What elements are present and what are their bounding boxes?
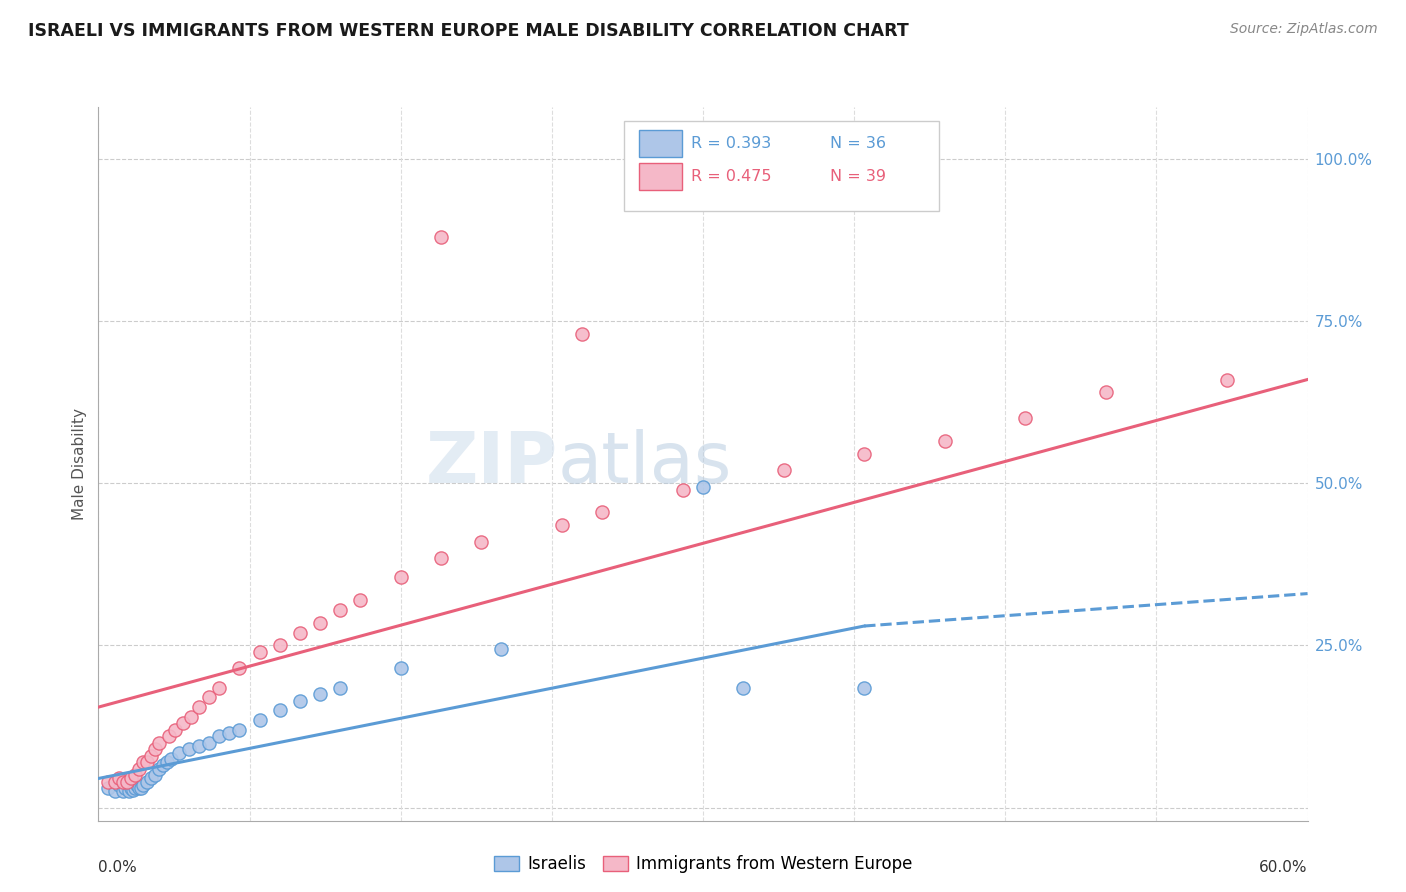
Point (329, 681, 352, 695)
Point (288, 693, 311, 707)
Point (198, 736, 221, 750)
Point (118, 784, 141, 798)
Point (329, 603, 352, 617)
Point (103, 784, 125, 798)
Point (249, 713, 271, 727)
Point (180, 710, 202, 724)
Point (124, 781, 146, 796)
Point (733, 681, 755, 695)
Point (571, 327, 593, 342)
Point (349, 593, 371, 607)
Point (198, 690, 221, 705)
Text: 60.0%: 60.0% (1260, 860, 1308, 875)
Text: R = 0.475: R = 0.475 (690, 169, 772, 184)
Point (160, 752, 183, 766)
Point (188, 739, 211, 753)
Point (111, 784, 134, 798)
Point (470, 534, 492, 549)
Text: ISRAELI VS IMMIGRANTS FROM WESTERN EUROPE MALE DISABILITY CORRELATION CHART: ISRAELI VS IMMIGRANTS FROM WESTERN EUROP… (28, 22, 908, 40)
Point (128, 781, 150, 796)
Point (179, 742, 201, 756)
Text: ZIP: ZIP (426, 429, 558, 499)
Point (218, 726, 240, 740)
Point (132, 756, 155, 770)
Point (208, 729, 231, 743)
Text: N = 36: N = 36 (830, 136, 886, 151)
Point (139, 772, 162, 786)
Text: Source: ZipAtlas.com: Source: ZipAtlas.com (1230, 22, 1378, 37)
Text: R = 0.393: R = 0.393 (690, 136, 770, 151)
Point (389, 661, 412, 675)
Text: N = 39: N = 39 (830, 169, 886, 184)
FancyBboxPatch shape (624, 121, 939, 211)
Point (115, 774, 138, 789)
Point (125, 778, 148, 792)
Point (172, 716, 194, 731)
Point (135, 756, 157, 770)
Point (132, 778, 155, 792)
Point (148, 736, 170, 750)
Point (114, 781, 136, 796)
Point (269, 703, 291, 717)
Point (551, 518, 574, 533)
Point (143, 742, 166, 756)
Point (269, 639, 291, 653)
FancyBboxPatch shape (638, 162, 682, 190)
Point (208, 681, 231, 695)
Point (107, 778, 129, 792)
Point (309, 687, 332, 701)
Point (692, 479, 714, 493)
Point (156, 756, 179, 770)
Point (934, 434, 956, 449)
Point (491, 641, 513, 656)
Point (129, 781, 152, 796)
Point (97, 774, 120, 789)
Y-axis label: Male Disability: Male Disability (72, 408, 87, 520)
Point (167, 746, 190, 760)
Point (1014, 411, 1036, 425)
Text: atlas: atlas (558, 429, 733, 499)
Point (228, 723, 250, 737)
FancyBboxPatch shape (638, 130, 682, 157)
Point (124, 768, 146, 782)
Point (309, 615, 332, 630)
Point (139, 748, 162, 763)
Point (111, 774, 134, 789)
Point (591, 506, 613, 520)
Point (188, 700, 211, 714)
Point (120, 781, 142, 796)
Point (249, 645, 271, 659)
Point (152, 758, 174, 772)
Legend: Israelis, Immigrants from Western Europe: Israelis, Immigrants from Western Europe (486, 849, 920, 880)
Point (853, 681, 876, 695)
Point (163, 723, 186, 737)
Point (157, 729, 180, 743)
Point (120, 772, 142, 786)
Point (853, 447, 876, 461)
Point (143, 768, 166, 782)
Point (672, 483, 695, 497)
Point (1095, 385, 1118, 400)
Point (148, 762, 170, 776)
Point (288, 625, 311, 640)
Point (121, 782, 143, 797)
Point (107, 772, 129, 786)
Point (135, 774, 157, 789)
Point (228, 661, 250, 675)
Point (103, 774, 125, 789)
Point (430, 550, 453, 565)
Point (772, 463, 794, 477)
Text: 0.0%: 0.0% (98, 860, 138, 875)
Point (128, 762, 150, 776)
Point (1216, 372, 1239, 386)
Point (389, 570, 412, 584)
Point (430, 229, 453, 244)
Point (97, 781, 120, 796)
